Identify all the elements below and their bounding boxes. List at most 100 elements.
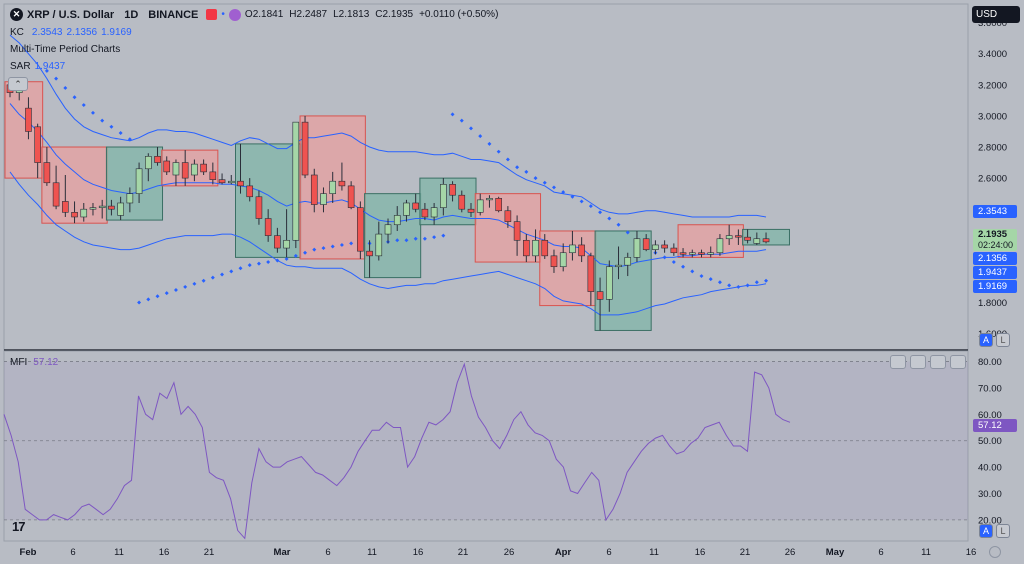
candle-body[interactable] — [476, 199, 484, 213]
candle-body[interactable] — [762, 238, 770, 243]
candle-body[interactable] — [25, 107, 32, 132]
candle-body[interactable] — [71, 212, 78, 218]
interval-label[interactable]: 1D — [124, 8, 139, 21]
candle-body[interactable] — [135, 168, 143, 194]
candle-body[interactable] — [126, 193, 134, 204]
candle-body[interactable] — [513, 221, 521, 241]
candle-body[interactable] — [320, 193, 327, 205]
candle-body[interactable] — [670, 247, 678, 254]
candle-body[interactable] — [596, 291, 604, 300]
mfi-log-scale-button[interactable]: L — [996, 524, 1010, 538]
pane-maximize-button[interactable] — [930, 355, 946, 369]
candle-body[interactable] — [154, 156, 161, 163]
candle-body[interactable] — [108, 205, 115, 210]
candle-body[interactable] — [744, 236, 751, 241]
flag-icon[interactable] — [206, 9, 218, 20]
candle-body[interactable] — [163, 160, 171, 173]
candle-body[interactable] — [559, 252, 567, 268]
currency-selector[interactable]: USD — [972, 6, 1020, 23]
candle-body[interactable] — [264, 218, 272, 236]
candle-body[interactable] — [430, 207, 438, 218]
candle-body[interactable] — [89, 207, 97, 210]
candle-body[interactable] — [384, 224, 392, 235]
candle-body[interactable] — [753, 238, 761, 244]
collapse-legend-button[interactable]: ⌃ — [8, 77, 28, 91]
candle-body[interactable] — [504, 210, 512, 222]
candle-body[interactable] — [301, 121, 309, 176]
candle-body[interactable] — [255, 196, 263, 219]
share-icon[interactable] — [228, 8, 241, 21]
candle-body[interactable] — [735, 235, 742, 238]
candle-body[interactable] — [246, 185, 254, 198]
candle-body[interactable] — [421, 208, 429, 218]
candle-body[interactable] — [310, 174, 318, 205]
candle-body[interactable] — [191, 163, 198, 176]
candle-body[interactable] — [541, 239, 549, 257]
candle-body[interactable] — [80, 208, 88, 218]
candle-body[interactable] — [357, 207, 364, 252]
candle-body[interactable] — [375, 233, 383, 257]
exchange-label[interactable]: BINANCE — [148, 8, 199, 21]
more-dots-icon[interactable]: • — [221, 9, 225, 20]
mfi-auto-scale-button[interactable]: A — [979, 524, 993, 538]
candle-body[interactable] — [661, 244, 668, 249]
pane-up-button[interactable] — [890, 355, 906, 369]
pane-down-button[interactable] — [910, 355, 926, 369]
candle-body[interactable] — [209, 171, 217, 180]
log-scale-button[interactable]: L — [996, 333, 1010, 347]
candle-body[interactable] — [218, 179, 226, 184]
candle-body[interactable] — [117, 202, 124, 216]
pane-close-button[interactable] — [950, 355, 966, 369]
candle-body[interactable] — [633, 238, 641, 258]
auto-scale-button[interactable]: A — [979, 333, 993, 347]
candle-body[interactable] — [98, 205, 106, 208]
candle-body[interactable] — [458, 194, 466, 210]
candle-body[interactable] — [181, 162, 189, 179]
candle-body[interactable] — [642, 238, 650, 250]
mfi-legend[interactable]: MFI 57.12 — [10, 357, 62, 368]
candle-body[interactable] — [615, 264, 622, 268]
candle-body[interactable] — [467, 208, 475, 213]
candle-body[interactable] — [532, 239, 539, 257]
candle-body[interactable] — [347, 185, 355, 208]
candle-body[interactable] — [237, 180, 244, 187]
candle-body[interactable] — [679, 252, 687, 255]
candle-body[interactable] — [550, 255, 558, 268]
candle-body[interactable] — [172, 162, 180, 176]
candle-body[interactable] — [707, 252, 715, 255]
candle-body[interactable] — [393, 215, 401, 226]
candle-body[interactable] — [605, 266, 613, 300]
candle-body[interactable] — [578, 244, 585, 257]
candle-body[interactable] — [200, 163, 207, 173]
candle-body[interactable] — [412, 202, 419, 210]
candle-body[interactable] — [569, 244, 576, 254]
candle-body[interactable] — [688, 252, 696, 255]
candle-body[interactable] — [495, 198, 502, 212]
time-axis[interactable]: Feb 6 11 16 21 Mar 6 11 16 21 26 Apr 6 11 16 21 26 May 6 11… — [20, 547, 977, 558]
candle-body[interactable] — [34, 126, 41, 163]
candle-body[interactable] — [227, 180, 235, 184]
candle-body[interactable] — [624, 257, 632, 266]
candle-body[interactable] — [440, 184, 447, 208]
candle-body[interactable] — [52, 182, 60, 207]
mfi-pane[interactable] — [3, 350, 969, 542]
sar-legend[interactable]: SAR 1.9437 — [10, 61, 69, 72]
candle-body[interactable] — [283, 239, 290, 249]
candle-body[interactable] — [329, 180, 337, 194]
mtp-legend[interactable]: Multi-Time Period Charts — [10, 44, 124, 55]
candle-body[interactable] — [403, 202, 410, 216]
candle-body[interactable] — [716, 238, 724, 254]
symbol-name[interactable]: XRP / U.S. Dollar — [27, 8, 115, 21]
candle-body[interactable] — [652, 244, 659, 250]
candle-body[interactable] — [145, 156, 152, 170]
kc-legend[interactable]: KC 2.3543 2.1356 1.9169 — [10, 27, 136, 38]
settings-gear-icon[interactable] — [989, 546, 1001, 558]
candle-body[interactable] — [43, 162, 51, 184]
candle-body[interactable] — [523, 239, 530, 257]
candle-body[interactable] — [366, 250, 373, 257]
candle-body[interactable] — [698, 252, 705, 255]
candle-body[interactable] — [725, 235, 733, 240]
candle-body[interactable] — [486, 198, 493, 201]
candle-body[interactable] — [62, 201, 69, 213]
